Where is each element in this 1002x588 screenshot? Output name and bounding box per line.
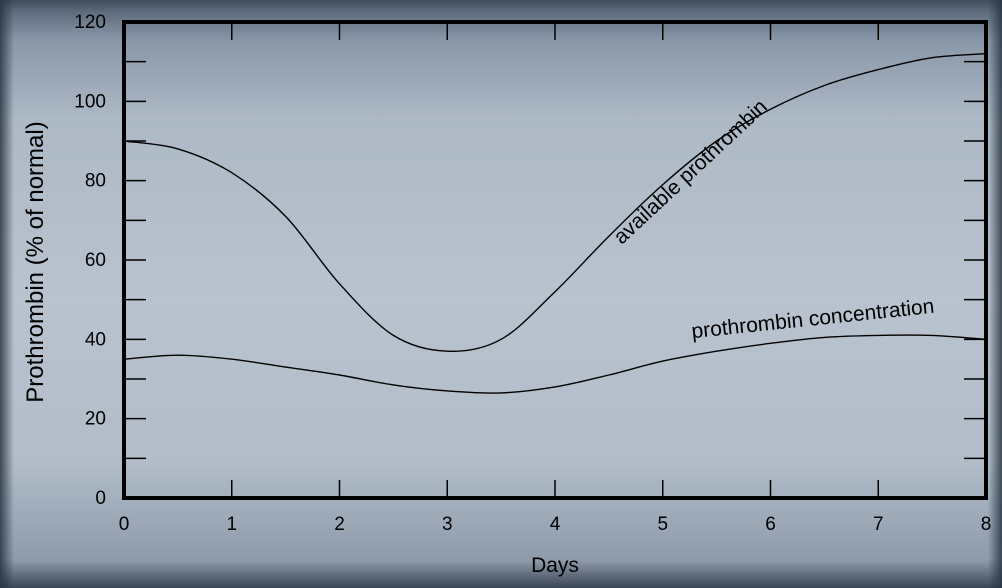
plot-frame: [122, 20, 988, 500]
y-tick-label: 0: [95, 488, 106, 509]
annotation-layer: available prothrombin prothrombin concent…: [609, 95, 935, 343]
x-tick-label: 0: [119, 514, 130, 535]
y-tick-label: 100: [74, 91, 106, 112]
x-tick-label: 6: [765, 514, 776, 535]
x-axis-ticks: 0 1 2 3 4 5 6 7 8: [119, 22, 992, 535]
x-tick-label: 2: [334, 514, 345, 535]
x-tick-label: 5: [657, 514, 668, 535]
curve-label: available prothrombin: [609, 95, 772, 249]
y-tick-label: 20: [85, 409, 106, 430]
x-tick-label: 3: [442, 514, 453, 535]
x-tick-label: 7: [873, 514, 884, 535]
y-tick-label: 60: [85, 250, 106, 271]
y-axis-label: Prothrombin (% of normal): [22, 121, 49, 402]
x-tick-label: 4: [550, 514, 561, 535]
available-prothrombin-line: [123, 53, 987, 352]
prothrombin-concentration-line: [123, 334, 987, 394]
x-tick-label: 8: [981, 514, 992, 535]
y-tick-label: 80: [85, 171, 106, 192]
y-axis-ticks: 0 20 40 60 80 100 120: [74, 12, 986, 509]
series-layer: [123, 53, 987, 394]
x-tick-label: 1: [226, 514, 237, 535]
y-tick-label: 40: [85, 329, 106, 350]
y-tick-label: 120: [74, 12, 106, 33]
x-axis-label: Days: [531, 554, 579, 577]
curve-label: prothrombin concentration: [690, 295, 935, 343]
